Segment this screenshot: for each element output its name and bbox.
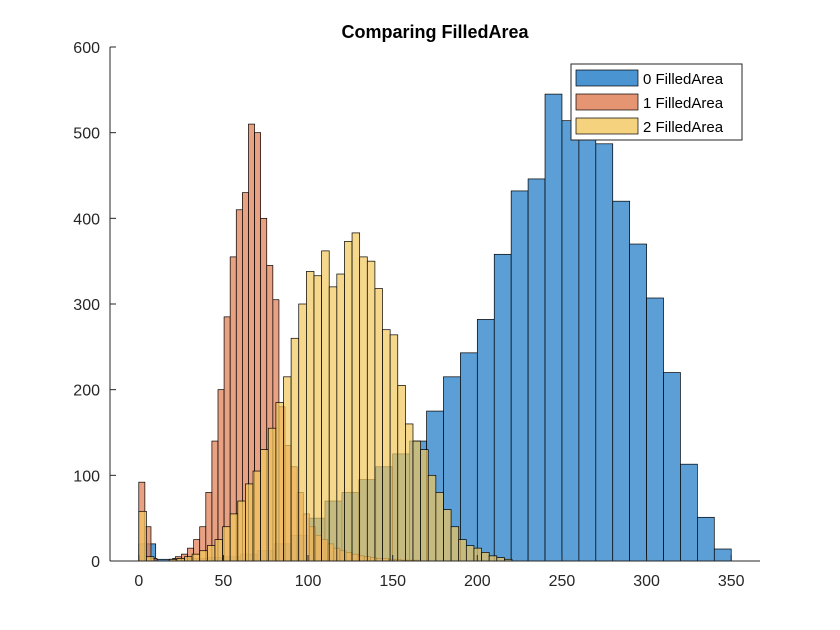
bar bbox=[443, 509, 452, 562]
bar bbox=[465, 545, 475, 562]
y-tick-label: 200 bbox=[73, 383, 100, 400]
bar bbox=[214, 539, 223, 562]
legend-entry: 0 FilledArea bbox=[643, 71, 724, 88]
bar bbox=[458, 539, 467, 562]
x-tick-label: 250 bbox=[549, 573, 576, 590]
bar bbox=[527, 178, 546, 562]
bar bbox=[382, 329, 391, 562]
bar bbox=[298, 303, 307, 562]
bar bbox=[252, 470, 262, 562]
bar bbox=[290, 337, 300, 562]
y-tick-label: 600 bbox=[73, 40, 100, 57]
bar bbox=[138, 510, 147, 562]
bar bbox=[697, 516, 715, 562]
bar bbox=[275, 402, 284, 562]
bar bbox=[146, 556, 155, 562]
bar bbox=[184, 556, 193, 562]
bar bbox=[313, 275, 322, 562]
bar bbox=[578, 132, 597, 562]
x-tick-label: 350 bbox=[718, 573, 745, 590]
x-tick-label: 0 bbox=[134, 573, 143, 590]
x-tick-label: 150 bbox=[379, 573, 406, 590]
bar bbox=[481, 552, 490, 562]
legend-swatch bbox=[575, 93, 639, 111]
legend-entry: 1 FilledArea bbox=[643, 95, 724, 112]
legend-entry: 2 FilledArea bbox=[643, 119, 724, 136]
bar bbox=[544, 93, 563, 562]
bar bbox=[646, 297, 664, 562]
bar bbox=[328, 286, 338, 562]
bar bbox=[366, 260, 376, 562]
bar bbox=[321, 250, 330, 562]
bar bbox=[510, 190, 529, 562]
bar bbox=[493, 253, 512, 562]
bar bbox=[351, 232, 361, 562]
y-tick-label: 400 bbox=[73, 211, 100, 228]
bar bbox=[435, 492, 444, 562]
legend-swatch bbox=[575, 69, 639, 87]
bar bbox=[476, 319, 495, 562]
bar bbox=[260, 449, 269, 562]
x-tick-label: 200 bbox=[464, 573, 491, 590]
x-tick-label: 300 bbox=[633, 573, 660, 590]
bar bbox=[306, 271, 315, 562]
bar bbox=[283, 376, 292, 562]
bar bbox=[336, 273, 345, 562]
bar bbox=[344, 241, 353, 562]
bar bbox=[359, 256, 368, 562]
bar bbox=[713, 548, 732, 562]
bar bbox=[412, 440, 421, 562]
bar bbox=[389, 334, 399, 562]
bar bbox=[374, 288, 383, 562]
bar bbox=[496, 557, 505, 562]
bar bbox=[267, 427, 277, 562]
bar bbox=[420, 449, 429, 562]
bar bbox=[612, 200, 631, 562]
bar bbox=[397, 385, 406, 562]
bar bbox=[561, 120, 580, 562]
bar bbox=[229, 513, 239, 562]
bar bbox=[488, 555, 498, 562]
y-tick-label: 300 bbox=[73, 297, 100, 314]
bar bbox=[199, 550, 208, 562]
legend: 0 FilledArea 1 FilledArea 2 FilledArea bbox=[570, 63, 743, 141]
y-tick-label: 0 bbox=[91, 554, 100, 571]
bars-layer bbox=[138, 93, 732, 562]
x-tick-label: 100 bbox=[295, 573, 322, 590]
y-tick-label: 500 bbox=[73, 126, 100, 143]
bar bbox=[223, 316, 231, 562]
bar bbox=[663, 372, 681, 562]
bar bbox=[191, 553, 201, 562]
bar bbox=[629, 243, 647, 562]
bar bbox=[405, 423, 414, 562]
bar bbox=[427, 474, 437, 562]
bar bbox=[450, 526, 460, 562]
bar bbox=[595, 143, 614, 562]
bar bbox=[245, 483, 254, 562]
legend-swatch bbox=[575, 117, 639, 135]
axes-layer: 0 50 100 150 200 250 300 350 0 100 200 300 400 500 600 bbox=[73, 40, 760, 590]
chart-title: Comparing FilledArea bbox=[341, 22, 529, 42]
x-tick-label: 50 bbox=[215, 573, 233, 590]
bar bbox=[460, 352, 478, 562]
bar bbox=[680, 463, 698, 562]
bar bbox=[206, 545, 216, 562]
y-tick-label: 100 bbox=[73, 468, 100, 485]
bar bbox=[237, 500, 246, 562]
